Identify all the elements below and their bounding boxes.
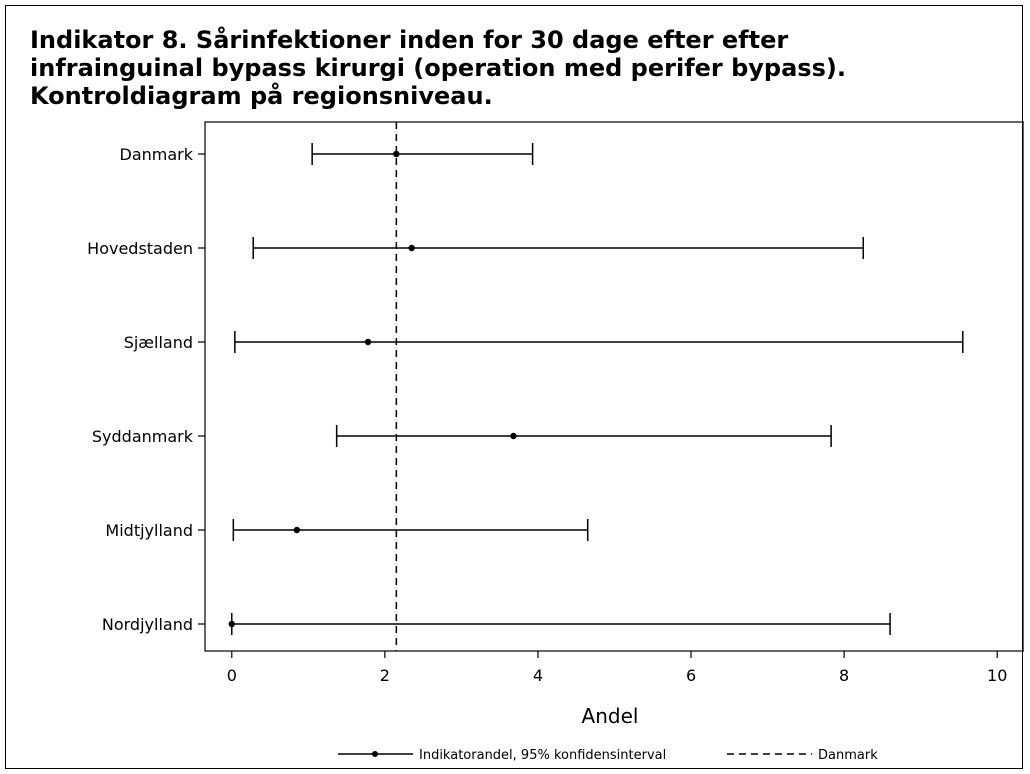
chart-title-line-3: Kontroldiagram på regionsniveau. [30, 81, 493, 110]
point-estimate [293, 526, 301, 534]
y-tick-label: Nordjylland [102, 615, 193, 634]
legend-reference-label: Danmark [818, 748, 878, 763]
plot-area-frame [204, 121, 1024, 652]
x-tick-label: 10 [987, 666, 1007, 685]
legend-series-label: Indikatorandel, 95% konfidensinterval [419, 748, 666, 763]
chart-legend: Indikatorandel, 95% konfidensinterval Da… [338, 748, 878, 763]
y-tick-label: Hovedstaden [87, 239, 193, 258]
point-estimate [228, 620, 235, 628]
chart-svg: Indikator 8. Sårinfektioner inden for 30… [30, 25, 1024, 763]
y-tick-label: Midtjylland [105, 521, 193, 540]
point-estimate [408, 244, 415, 252]
x-tick-label: 0 [227, 666, 237, 685]
x-tick-label: 8 [839, 666, 849, 685]
point-estimate [393, 150, 400, 158]
x-axis-label: Andel [582, 704, 639, 728]
x-tick-label: 6 [686, 666, 696, 685]
y-tick-label: Danmark [120, 145, 194, 164]
x-tick-label: 2 [380, 666, 390, 685]
y-tick-label: Sjælland [124, 333, 193, 352]
chart-title-line-1: Indikator 8. Sårinfektioner inden for 30… [30, 25, 788, 54]
legend-series-dot [372, 751, 378, 757]
y-tick-label: Syddanmark [92, 427, 194, 446]
chart-title-line-2: infrainguinal bypass kirurgi (operation … [30, 54, 846, 82]
point-estimate [364, 338, 372, 346]
x-tick-label: 4 [533, 666, 543, 685]
chart-marks: 0 2 4 6 8 10 Danmark Hovedstaden Sjælland Syddanm… [87, 122, 1007, 685]
chart-figure: Indikator 8. Sårinfektioner inden for 30… [5, 5, 1024, 769]
point-estimate [510, 432, 517, 440]
